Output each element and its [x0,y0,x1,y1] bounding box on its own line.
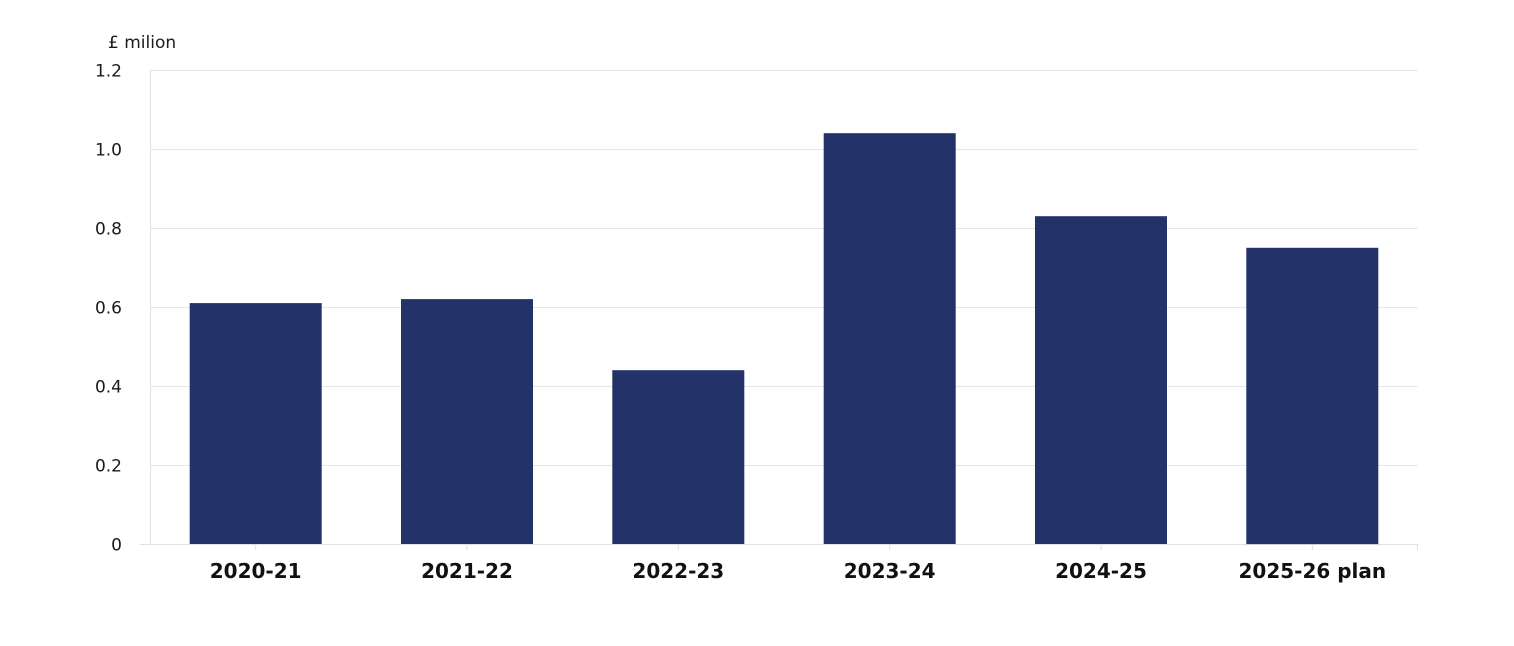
x-tick-label: 2025-26 plan [1238,559,1386,583]
axes [140,70,1418,550]
bar [189,303,322,544]
bar [1035,216,1167,544]
gridlines [150,70,1418,466]
bars [189,133,1379,545]
x-tick-label: 2021-22 [421,559,513,583]
bar [1246,247,1379,545]
y-tick-label: 0.2 [95,457,122,477]
x-tick-label: 2022-23 [632,559,724,583]
y-axis-unit-label: £ milion [108,33,176,53]
y-tick-label: 0.8 [95,220,122,240]
y-tick-label: 0.4 [95,378,122,398]
y-tick-label: 0 [111,536,122,556]
bar [401,299,533,544]
bar [823,133,956,544]
bar [612,370,745,544]
y-axis-ticks: 0 0.2 0.4 0.6 0.8 1.0 1.2 [95,62,122,556]
x-axis-ticks: 2020-21 2021-22 2022-23 2023-24 2024-25 2025-… [210,559,1386,583]
x-tick-label: 2020-21 [210,559,302,583]
y-tick-label: 0.6 [95,299,122,319]
x-tick-label: 2023-24 [844,559,936,583]
x-tick-label: 2024-25 [1055,559,1147,583]
y-tick-label: 1.0 [95,141,122,161]
y-tick-label: 1.2 [95,62,122,82]
